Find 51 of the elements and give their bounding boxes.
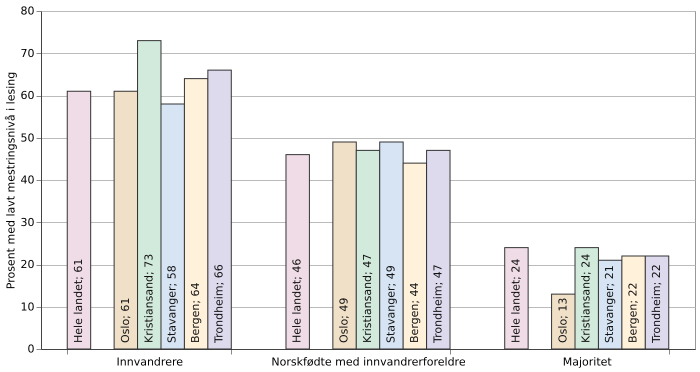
y-tick-label: 10 bbox=[20, 300, 34, 314]
text: Trondheim bbox=[431, 285, 444, 343]
y-tick-label: 30 bbox=[20, 216, 34, 229]
data-label: ; 49 bbox=[338, 298, 351, 319]
bar bbox=[66, 90, 92, 350]
y-tick-label: 20 bbox=[20, 258, 34, 271]
y-tick-label: 60 bbox=[20, 89, 34, 102]
data-label: ; 58 bbox=[166, 265, 179, 286]
text: Hele landet bbox=[72, 280, 85, 343]
series-label: Hele landet bbox=[290, 279, 304, 343]
text: Kristiansand bbox=[580, 274, 593, 343]
y-axis-title: Prosent med lavt mestringsnivå i lesing bbox=[4, 72, 18, 290]
series-label: Bergen bbox=[189, 304, 202, 343]
data-label: ; 24 bbox=[509, 258, 522, 280]
bar bbox=[285, 154, 310, 350]
y-tick-label: 80 bbox=[20, 4, 34, 18]
text: Hele landet bbox=[509, 280, 522, 343]
x-tick-label: Majoritet bbox=[562, 356, 612, 368]
data-label: ; 47 bbox=[431, 264, 444, 286]
series-label: Oslo bbox=[118, 318, 132, 343]
text: Trondheim bbox=[650, 285, 664, 343]
data-label: ; 49 bbox=[384, 265, 398, 286]
text: Kristiansand bbox=[361, 274, 374, 343]
text: Bergen bbox=[408, 304, 421, 343]
text: Oslo bbox=[556, 318, 570, 343]
data-label: ; 61 bbox=[118, 298, 132, 319]
series-label: Trondheim bbox=[212, 285, 226, 344]
series-label: Kristiansand bbox=[142, 274, 156, 343]
data-label: ; 46 bbox=[290, 258, 304, 280]
y-tick-label: 0 bbox=[28, 342, 34, 356]
data-label: ; 24 bbox=[580, 254, 593, 275]
y-tick-label: 70 bbox=[20, 46, 34, 60]
text: Stavanger bbox=[166, 286, 179, 343]
x-tick-label: Innvandrere bbox=[116, 356, 184, 368]
data-label: ; 22 bbox=[650, 264, 664, 286]
x-tick-label: Norskfødte med innvandrerforeldre bbox=[271, 356, 466, 368]
text: Oslo bbox=[338, 318, 351, 343]
text: Bergen bbox=[626, 304, 640, 343]
y-tick-label: 50 bbox=[20, 131, 34, 144]
text: Stavanger bbox=[603, 286, 616, 343]
data-label: ; 61 bbox=[72, 258, 85, 280]
data-label: ; 44 bbox=[408, 282, 421, 304]
data-label: ; 47 bbox=[361, 254, 374, 275]
data-label: ; 66 bbox=[212, 264, 226, 286]
y-tick-label: 40 bbox=[20, 174, 34, 186]
data-label: ; 73 bbox=[142, 254, 156, 275]
data-label: ; 21 bbox=[603, 265, 616, 286]
series-label: Stavanger bbox=[384, 286, 398, 343]
data-label: ; 64 bbox=[189, 282, 202, 304]
data-label: ; 22 bbox=[626, 282, 640, 304]
data-label: ; 13 bbox=[556, 298, 570, 319]
